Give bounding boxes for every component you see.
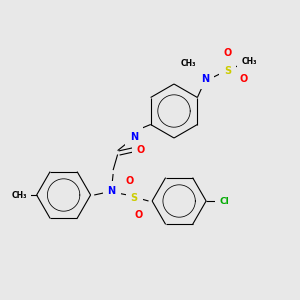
Text: H: H [126, 127, 133, 136]
Text: S: S [224, 65, 231, 76]
Text: CH₃: CH₃ [181, 59, 196, 68]
Text: O: O [137, 145, 145, 155]
Text: N: N [201, 74, 209, 85]
Text: N: N [130, 131, 138, 142]
Text: O: O [134, 209, 143, 220]
Text: CH₃: CH₃ [11, 190, 27, 200]
Text: S: S [130, 193, 138, 203]
Text: O: O [223, 47, 232, 58]
Text: O: O [125, 176, 134, 187]
Text: N: N [108, 185, 116, 196]
Text: O: O [240, 74, 248, 84]
Text: CH₃: CH₃ [241, 57, 257, 66]
Text: Cl: Cl [219, 196, 229, 206]
